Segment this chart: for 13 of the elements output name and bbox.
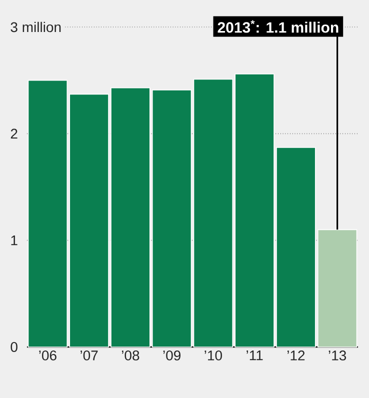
- y-tick-label: 3 million: [10, 22, 61, 32]
- annotation: 2013$^{*}$: 1.1 million: [218, 20, 338, 33]
- x-tick-label: ’09: [163, 350, 180, 360]
- x-tick-label: ’13: [328, 350, 346, 360]
- x-tick-label: ’10: [204, 350, 222, 360]
- y-tick-label: 2: [10, 128, 18, 139]
- x-tick-label: ’07: [80, 350, 98, 360]
- y-tick-label: 1: [11, 236, 18, 246]
- x-tick-label: ’06: [39, 350, 56, 360]
- x-tick-label: ’12: [287, 350, 305, 360]
- x-tick-label: ’08: [122, 350, 140, 360]
- x-tick-label: ’11: [246, 350, 263, 360]
- y-tick-label: 0: [10, 342, 18, 352]
